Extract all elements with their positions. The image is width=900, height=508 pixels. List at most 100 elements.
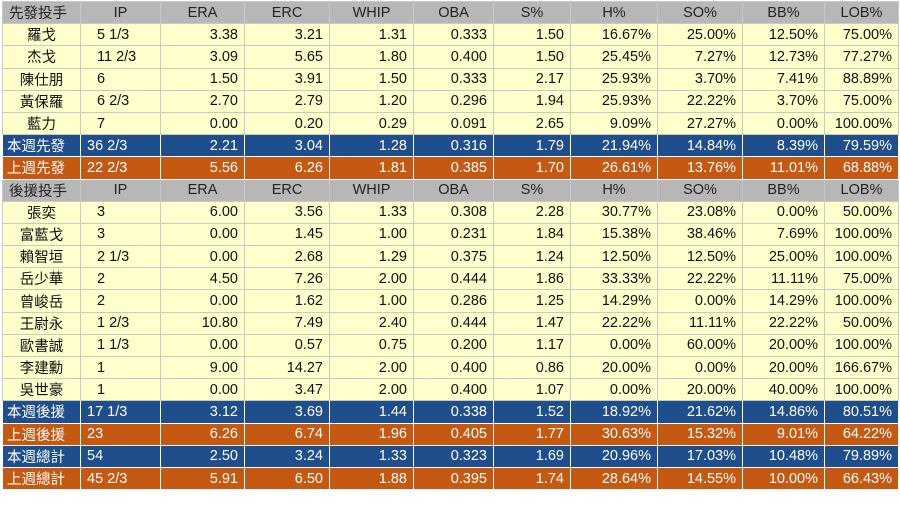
cell-lob-pct: 64.22% [824,422,899,446]
cell-whip: 0.75 [329,333,414,358]
cell-s-pct: 1.77 [493,422,571,446]
cell-s-pct: 1.84 [493,222,571,247]
cell-name: 吳世豪 [2,378,81,402]
cell-era: 0.00 [160,245,245,269]
cell-era: 3.09 [160,45,245,69]
cell-lob-pct: 100.00% [824,333,899,358]
cell-ip: 3 [80,200,161,224]
cell-s-pct: 2.65 [493,111,571,136]
cell-ip: 2 1/3 [80,245,161,269]
cell-oba: 0.444 [413,311,494,335]
starter-row: 黃保羅 6 2/3 2.70 2.79 1.20 0.296 1.94 25.93% 22.22… [2,89,899,113]
cell-so-pct: 7.27% [657,45,743,69]
cell-lob-pct: 75.00% [824,23,899,47]
cell-whip: 2.00 [329,267,414,291]
cell-whip: 2.00 [329,355,414,380]
cell-lob-pct: 50.00% [824,311,899,335]
cell-name: 富藍戈 [2,222,81,247]
cell-era: 10.80 [160,311,245,335]
cell-so-pct: 23.08% [657,200,743,224]
cell-whip: 1.96 [329,422,414,446]
cell-h-pct: 30.63% [570,422,658,446]
starters-this-week-row: 本週先發 36 2/3 2.21 3.04 1.28 0.316 1.79 21.94% 14.… [2,134,899,158]
relievers-last-week-row: 上週後援 23 6.26 6.74 1.96 0.405 1.77 30.63% 15.32% 9… [2,422,899,446]
cell-h-pct: 20.96% [570,444,658,468]
cell-erc: 6.50 [244,466,330,491]
cell-lob-pct: 79.89% [824,444,899,468]
reliever-row: 李建勳 1 9.00 14.27 2.00 0.400 0.86 20.00% 0.00% 20.… [2,355,899,380]
cell-whip: 1.50 [329,67,414,91]
cell-ip: 6 2/3 [80,89,161,113]
cell-whip: 1.81 [329,156,414,180]
header-so-pct: SO% [657,0,743,25]
header-so-pct: SO% [657,178,743,202]
cell-lob-pct: 66.43% [824,466,899,491]
starters-last-week-row: 上週先發 22 2/3 5.56 6.26 1.81 0.385 1.70 26.61% 13.… [2,156,899,180]
cell-s-pct: 1.24 [493,245,571,269]
cell-name: 張奕 [2,200,81,224]
cell-name: 杰戈 [2,45,81,69]
cell-bb-pct: 20.00% [742,355,825,380]
cell-s-pct: 1.50 [493,45,571,69]
cell-whip: 1.00 [329,222,414,247]
cell-lob-pct: 75.00% [824,89,899,113]
cell-name: 羅戈 [2,23,81,47]
cell-s-pct: 1.94 [493,89,571,113]
header-ip: IP [80,0,161,25]
cell-era: 0.00 [160,378,245,402]
cell-so-pct: 14.84% [657,134,743,158]
cell-oba: 0.091 [413,111,494,136]
reliever-row: 賴智垣 2 1/3 0.00 2.68 1.29 0.375 1.24 12.50% 12.50… [2,245,899,269]
header-lob-pct: LOB% [824,178,899,202]
header-ip: IP [80,178,161,202]
cell-era: 0.00 [160,222,245,247]
cell-name: 上週先發 [2,156,81,180]
cell-oba: 0.405 [413,422,494,446]
cell-s-pct: 1.70 [493,156,571,180]
cell-oba: 0.444 [413,267,494,291]
cell-oba: 0.200 [413,333,494,358]
cell-s-pct: 1.52 [493,400,571,424]
cell-era: 2.21 [160,134,245,158]
cell-oba: 0.333 [413,23,494,47]
header-lob-pct: LOB% [824,0,899,25]
cell-h-pct: 18.92% [570,400,658,424]
cell-bb-pct: 22.22% [742,311,825,335]
cell-era: 2.70 [160,89,245,113]
cell-s-pct: 1.50 [493,23,571,47]
cell-name: 李建勳 [2,355,81,380]
cell-so-pct: 0.00% [657,289,743,313]
header-era: ERA [160,0,245,25]
cell-h-pct: 25.93% [570,89,658,113]
header-name: 先發投手 [2,0,81,25]
header-s-pct: S% [493,0,571,25]
cell-h-pct: 9.09% [570,111,658,136]
cell-h-pct: 26.61% [570,156,658,180]
cell-erc: 3.47 [244,378,330,402]
cell-era: 0.00 [160,289,245,313]
totals-last-week-row: 上週總計 45 2/3 5.91 6.50 1.88 0.395 1.74 28.64% 14.… [2,466,899,491]
cell-h-pct: 21.94% [570,134,658,158]
cell-era: 5.91 [160,466,245,491]
cell-ip: 3 [80,222,161,247]
cell-era: 6.00 [160,200,245,224]
cell-era: 3.38 [160,23,245,47]
cell-ip: 2 [80,267,161,291]
cell-erc: 0.20 [244,111,330,136]
cell-erc: 14.27 [244,355,330,380]
cell-h-pct: 16.67% [570,23,658,47]
header-h-pct: H% [570,0,658,25]
cell-era: 0.00 [160,111,245,136]
cell-so-pct: 25.00% [657,23,743,47]
cell-oba: 0.375 [413,245,494,269]
cell-oba: 0.338 [413,400,494,424]
cell-bb-pct: 14.29% [742,289,825,313]
cell-lob-pct: 75.00% [824,267,899,291]
cell-h-pct: 14.29% [570,289,658,313]
cell-lob-pct: 77.27% [824,45,899,69]
cell-lob-pct: 68.88% [824,156,899,180]
cell-so-pct: 20.00% [657,378,743,402]
cell-so-pct: 17.03% [657,444,743,468]
header-name: 後援投手 [2,178,81,202]
cell-bb-pct: 12.50% [742,23,825,47]
